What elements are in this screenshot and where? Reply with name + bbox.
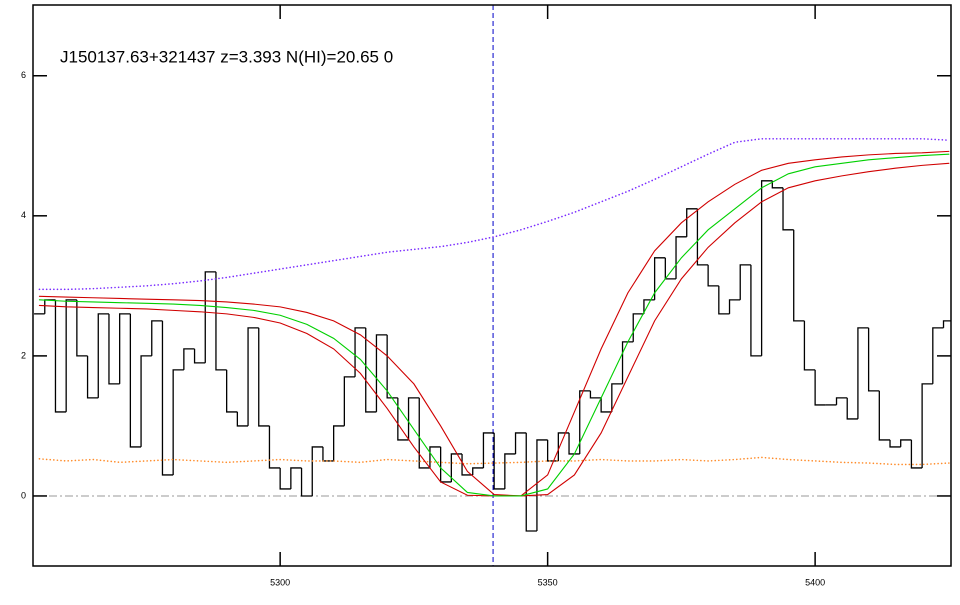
flux-bin	[129, 313, 142, 448]
error-line	[38, 456, 950, 466]
flux-bin	[728, 299, 741, 314]
flux-bin	[611, 383, 623, 412]
flux-bin	[300, 467, 313, 497]
flux-bin	[76, 299, 88, 357]
y-tick-label: 4	[21, 210, 26, 220]
flux-bin	[151, 320, 163, 356]
flux-bin	[375, 334, 388, 412]
flux-bin	[354, 327, 366, 377]
flux-bin	[407, 397, 420, 440]
flux-bin	[589, 390, 602, 399]
flux-bin	[44, 299, 56, 314]
flux-bin	[664, 257, 677, 280]
flux-bin	[846, 397, 858, 420]
flux-bin	[258, 327, 270, 427]
flux-bin	[119, 313, 131, 384]
flux-bin	[814, 369, 826, 406]
flux-bin	[750, 264, 762, 357]
flux-bin	[653, 257, 666, 300]
flux-bin	[739, 264, 751, 300]
flux-bin	[461, 453, 473, 476]
flux-bin	[247, 327, 259, 426]
flux-bin	[525, 432, 537, 532]
flux-bin	[782, 187, 794, 231]
flux-bin	[621, 341, 634, 384]
x-tick-label: 5300	[270, 577, 290, 587]
flux-bin	[482, 432, 495, 468]
flux-bin	[279, 467, 291, 490]
flux-bin	[365, 327, 377, 413]
flux-bin	[900, 439, 912, 447]
flux-bin	[236, 411, 249, 427]
model-line	[38, 153, 950, 497]
y-tick-label: 0	[21, 490, 26, 500]
flux-bin	[878, 390, 891, 441]
flux-bin	[536, 439, 548, 531]
flux-bin	[600, 397, 612, 413]
flux-bin	[108, 313, 120, 385]
flux-bin	[921, 383, 933, 468]
flux-bin	[889, 439, 901, 448]
plot-area	[33, 5, 951, 566]
flux-bin	[290, 467, 302, 489]
x-tick-label: 5400	[805, 577, 825, 587]
flux-bin	[579, 390, 591, 454]
flux-bin	[568, 432, 580, 455]
flux-bin	[932, 327, 944, 384]
flux-bin	[472, 467, 484, 475]
model-upper-line	[38, 150, 950, 497]
flux-bin	[857, 327, 869, 419]
flux-bin	[183, 348, 195, 370]
flux-bin	[54, 299, 67, 413]
x-tick-label: 5350	[538, 577, 558, 587]
chart-title: J150137.63+321437 z=3.393 N(HI)=20.65 0	[60, 47, 393, 66]
flux-bin	[514, 432, 527, 454]
flux-bin	[86, 355, 99, 399]
flux-bin	[867, 327, 880, 392]
flux-bin	[397, 397, 409, 441]
flux-bin	[193, 348, 206, 364]
flux-bin	[418, 397, 430, 469]
flux-bin	[311, 446, 323, 496]
flux-bin	[204, 271, 216, 363]
flux-bin	[268, 425, 281, 469]
flux-bin	[504, 453, 516, 489]
flux-bin	[322, 446, 334, 462]
flux-bin	[97, 313, 109, 398]
flux-bin	[760, 180, 773, 356]
flux-bin	[632, 313, 644, 342]
flux-bin	[140, 355, 152, 447]
flux-bin	[942, 320, 951, 328]
plot-frame	[32, 4, 952, 567]
flux-bin	[65, 299, 77, 412]
flux-bin	[718, 285, 730, 315]
flux-bin	[343, 376, 356, 426]
flux-bin	[161, 320, 174, 476]
flux-bin	[450, 453, 463, 482]
flux-bin	[771, 180, 784, 189]
flux-bin	[803, 320, 816, 371]
flux-bin	[333, 425, 345, 461]
flux-bin	[226, 369, 238, 413]
continuum-line	[38, 137, 950, 291]
flux-bin	[793, 229, 805, 322]
flux-bin	[493, 432, 505, 490]
y-tick-label: 2	[21, 350, 26, 360]
flux-bin	[835, 397, 848, 405]
flux-bin	[546, 439, 559, 462]
flux-bin	[172, 369, 184, 475]
flux-bin	[429, 446, 441, 468]
flux-bin	[910, 439, 923, 469]
flux-bin	[686, 208, 698, 237]
flux-bin	[707, 264, 719, 287]
flux-bin	[215, 271, 227, 371]
flux-bin	[696, 208, 709, 266]
flux-bin	[386, 334, 398, 399]
y-tick-label: 6	[21, 70, 26, 80]
